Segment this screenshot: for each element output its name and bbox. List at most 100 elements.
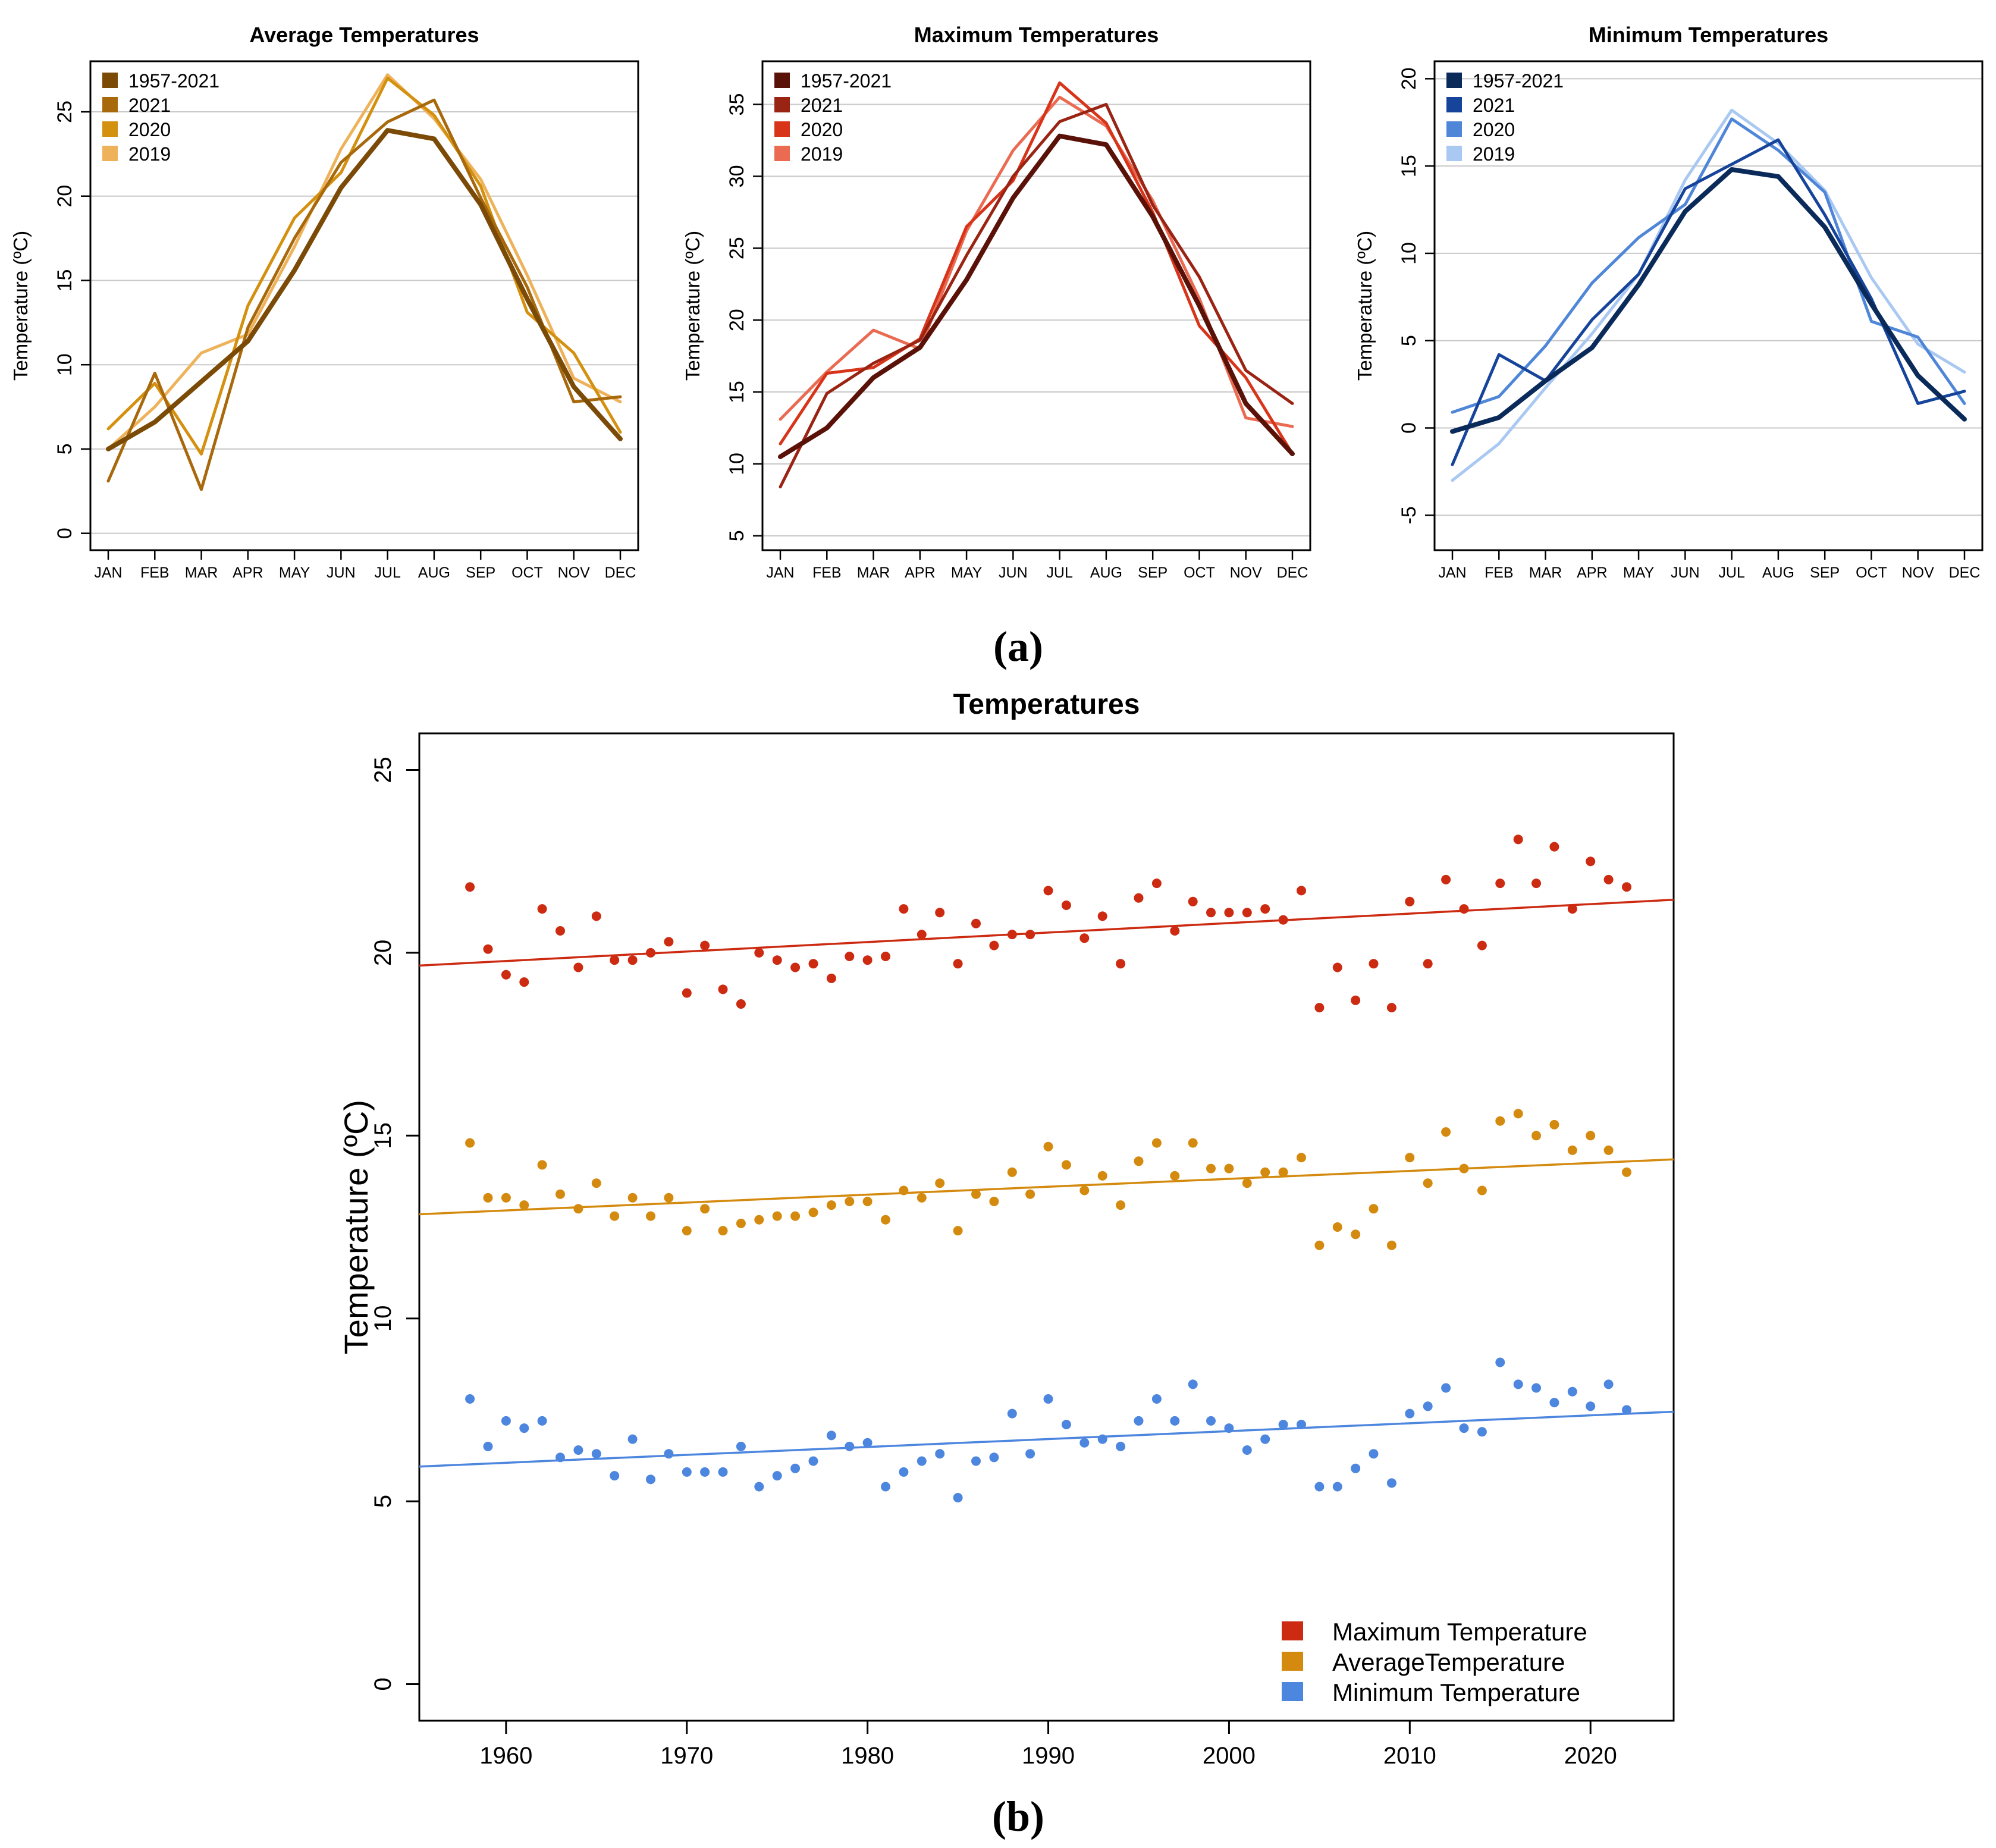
data-point-maximum-temperature (1278, 915, 1288, 925)
y-tick-label: 15 (1398, 155, 1420, 177)
data-point-minimum-temperature (1459, 1423, 1469, 1433)
y-tick-label: 0 (1398, 422, 1420, 434)
y-tick-label: 0 (370, 1677, 396, 1690)
data-point-averagetemperature (971, 1189, 981, 1199)
data-point-maximum-temperature (845, 952, 855, 961)
x-tick-label-oct: OCT (1184, 564, 1215, 581)
series-line-2021 (106, 98, 622, 491)
legend-label-1957-2021: 1957-2021 (128, 70, 219, 92)
data-point-maximum-temperature (1351, 995, 1361, 1005)
legend-label-minimum-temperature: Minimum Temperature (1332, 1678, 1580, 1706)
data-point-minimum-temperature (700, 1467, 710, 1477)
legend-label-2020: 2020 (128, 119, 171, 140)
x-tick-label-jun: JUN (1671, 564, 1700, 581)
data-point-minimum-temperature (1586, 1401, 1596, 1411)
x-tick-label-feb: FEB (812, 564, 842, 581)
data-point-maximum-temperature (862, 955, 873, 965)
legend-swatch-1957-2021 (102, 73, 118, 88)
scatter-chart-b: Temperatures Temperature (ºC) 0 5 10 15 20 25 19… (337, 689, 1675, 1769)
x-tick-label: 1970 (660, 1743, 713, 1769)
y-axis-label: Temperature (ºC) (682, 231, 704, 381)
data-point-minimum-temperature (736, 1441, 746, 1451)
x-tick-label: 1980 (841, 1743, 894, 1769)
chart-title: Average Temperatures (249, 23, 479, 47)
data-point-averagetemperature (537, 1160, 547, 1170)
data-point-minimum-temperature (646, 1474, 655, 1485)
trend-line-minimum-temperature (419, 1410, 1674, 1468)
data-point-averagetemperature (989, 1197, 999, 1206)
data-point-averagetemperature (881, 1215, 890, 1225)
y-tick-label: 30 (726, 165, 748, 187)
legend-swatch-averagetemperature (1282, 1652, 1303, 1671)
legend-swatch-1957-2021 (1446, 73, 1462, 88)
data-point-averagetemperature (772, 1211, 782, 1221)
data-point-averagetemperature (754, 1215, 764, 1225)
series-line-2019 (1451, 108, 1966, 482)
x-tick-label-may: MAY (951, 564, 983, 581)
data-point-averagetemperature (1332, 1222, 1342, 1232)
data-point-maximum-temperature (1097, 911, 1107, 921)
y-axis-label: Temperature (ºC) (1354, 231, 1376, 381)
data-point-maximum-temperature (1405, 896, 1415, 906)
data-point-minimum-temperature (556, 1452, 565, 1463)
data-point-minimum-temperature (1622, 1405, 1631, 1415)
data-point-averagetemperature (573, 1204, 583, 1214)
data-point-maximum-temperature (808, 959, 818, 969)
data-point-maximum-temperature (627, 955, 638, 965)
data-point-minimum-temperature (1567, 1386, 1577, 1397)
data-point-minimum-temperature (1224, 1423, 1234, 1433)
data-point-minimum-temperature (754, 1482, 764, 1492)
data-point-minimum-temperature (1043, 1394, 1053, 1404)
plot-frame (89, 60, 639, 551)
data-point-averagetemperature (808, 1207, 818, 1218)
y-tick-label: 35 (726, 93, 748, 116)
x-tick-label-dec: DEC (605, 564, 636, 581)
data-point-minimum-temperature (1025, 1449, 1035, 1459)
y-tick-label: 10 (54, 353, 76, 376)
data-point-averagetemperature (1188, 1138, 1198, 1148)
x-tick-label-apr: APR (233, 564, 263, 581)
y-tick-label: 10 (726, 453, 748, 475)
data-point-minimum-temperature (483, 1441, 493, 1451)
data-point-averagetemperature (627, 1193, 638, 1203)
data-point-averagetemperature (1351, 1229, 1361, 1240)
y-tick-label: 5 (370, 1495, 396, 1508)
data-point-averagetemperature (1116, 1200, 1126, 1210)
data-point-maximum-temperature (1224, 908, 1234, 918)
x-tick-label-jan: JAN (1438, 564, 1466, 581)
data-point-averagetemperature (519, 1200, 529, 1210)
plot-frame (1433, 60, 1984, 551)
data-point-maximum-temperature (1007, 930, 1017, 940)
x-tick-label-may: MAY (1623, 564, 1655, 581)
data-point-maximum-temperature (1025, 930, 1035, 940)
legend-label-2019: 2019 (128, 143, 171, 165)
data-point-maximum-temperature (591, 911, 601, 921)
data-point-maximum-temperature (537, 904, 547, 914)
data-point-minimum-temperature (1260, 1434, 1270, 1444)
caption-b: (b) (992, 1793, 1044, 1840)
data-point-minimum-temperature (917, 1456, 927, 1466)
data-point-maximum-temperature (1622, 882, 1631, 892)
data-point-minimum-temperature (1495, 1357, 1505, 1367)
legend-swatch-2019 (102, 146, 118, 161)
data-point-maximum-temperature (1423, 959, 1433, 969)
y-tick-label: 10 (370, 1305, 396, 1332)
data-point-averagetemperature (1097, 1171, 1107, 1181)
data-point-minimum-temperature (1242, 1445, 1252, 1455)
y-tick-label: 20 (726, 309, 748, 331)
x-tick-label-feb: FEB (140, 564, 170, 581)
legend-swatch-maximum-temperature (1282, 1621, 1303, 1640)
data-point-maximum-temperature (1332, 962, 1342, 972)
data-point-averagetemperature (556, 1189, 565, 1199)
data-point-maximum-temperature (573, 962, 583, 972)
y-tick-label: 25 (54, 101, 76, 123)
x-tick-label-mar: MAR (857, 564, 890, 581)
x-tick-label-jun: JUN (327, 564, 356, 581)
data-point-minimum-temperature (1441, 1383, 1451, 1393)
x-tick-label-mar: MAR (1529, 564, 1562, 581)
data-point-maximum-temperature (501, 970, 511, 980)
data-point-averagetemperature (1314, 1240, 1325, 1250)
y-tick-label: 20 (1398, 67, 1420, 90)
x-tick-label-aug: AUG (418, 564, 450, 581)
data-point-averagetemperature (935, 1178, 945, 1188)
